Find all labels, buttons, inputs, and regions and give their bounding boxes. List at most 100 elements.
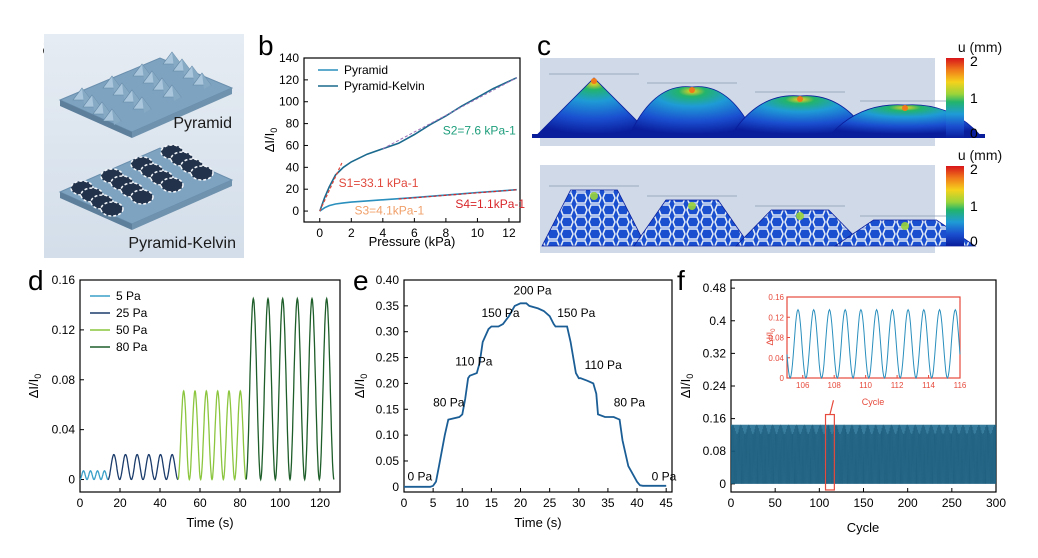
f-inset-ytick-label: 0.04 [768, 354, 784, 363]
b-xtick-label: 2 [348, 226, 355, 240]
pyramid-bump-shade [112, 109, 121, 125]
pyramid-stress-hotspot [591, 78, 597, 84]
e-pressure-label: 150 Pa [481, 306, 519, 320]
pyramid-stress-hotspot [797, 96, 803, 102]
kelvin-stress-hotspot [901, 222, 909, 230]
f-ytick-label: 0.48 [703, 281, 727, 295]
e-pressure-label: 80 Pa [433, 396, 465, 410]
f-ytick-label: 0.16 [703, 412, 727, 426]
pyramid-bumps [72, 51, 212, 125]
chart-f: 0 50 100 150 200 250 300 0 0.08 0.16 0.24 0.32 0.4 0.… [678, 279, 1006, 535]
f-inset-ytick-label: 0.08 [768, 334, 784, 343]
kelvin-bump [100, 201, 124, 217]
kelvin-stress-hotspot [688, 202, 696, 210]
b-xtick-label: 12 [502, 226, 516, 240]
pyramid-base-plate [624, 134, 760, 138]
f-ytick-label: 0.32 [703, 346, 727, 360]
kelvin-deformed-lattice [735, 209, 865, 247]
d-ytick-label: 0 [68, 473, 75, 487]
f-xtick-label: 50 [768, 496, 782, 510]
d-y-axis-label: ΔI/I0 [26, 374, 43, 399]
b-annotation-2: S1=33.1 kPa-1 [339, 176, 419, 190]
b-series-line-pyramid-kelvin [319, 76, 518, 212]
colorbar-top-tick-2: 2 [970, 53, 978, 69]
b-ytick-label: 60 [286, 138, 300, 152]
f-inset-xtick-label: 112 [891, 381, 904, 390]
d-xtick-label: 100 [270, 496, 290, 510]
b-legend-label: Pyramid [344, 63, 388, 77]
b-xtick-label: 6 [411, 226, 418, 240]
b-ytick-label: 100 [279, 95, 299, 109]
colorbar-top-tick-1: 1 [970, 90, 978, 106]
b-annotation-3: S3=4.1kPa-1 [354, 203, 424, 217]
e-ytick-label: 0 [392, 480, 399, 494]
pyramid-array-illustration [58, 51, 234, 138]
colorbar-top-tick-0: 0 [970, 125, 978, 141]
f-xtick-label: 100 [809, 496, 829, 510]
d-xtick-label: 40 [153, 496, 167, 510]
e-xtick-label: 20 [514, 496, 528, 510]
e-ytick-label: 0.40 [376, 273, 400, 287]
f-series-line [730, 424, 997, 484]
f-inset-xtick-label: 108 [828, 381, 842, 390]
d-ytick-label: 0.16 [52, 273, 76, 287]
b-ytick-label: 40 [286, 160, 300, 174]
kelvin-deformation-frames [541, 185, 977, 247]
d-series-line-2 [107, 453, 179, 481]
pyramid-kelvin-label: Pyramid-Kelvin [128, 235, 236, 252]
f-inset-xtick-label: 106 [796, 381, 810, 390]
colorbar-bottom-tick-1: 1 [970, 198, 978, 214]
e-series-line [404, 302, 667, 488]
pyramid-bump-shade [202, 73, 211, 89]
kelvin-bump [190, 165, 214, 181]
colorbar-title-top: u (mm) [958, 39, 1002, 55]
d-plot-frame [79, 279, 341, 493]
e-x-axis-label: Time (s) [514, 515, 561, 530]
colorbar-bottom-tick-0: 0 [970, 233, 978, 249]
b-ytick-label: 120 [279, 73, 299, 87]
f-inset-ytick-label: 0.12 [768, 313, 784, 322]
f-xtick-label: 0 [728, 496, 735, 510]
d-xtick-label: 120 [310, 496, 330, 510]
b-xtick-label: 4 [379, 226, 386, 240]
e-pressure-label: 110 Pa [585, 358, 622, 372]
b-fit-s2 [382, 77, 518, 150]
f-inset-x-axis-label: Cycle [862, 397, 885, 407]
b-ytick-label: 80 [286, 117, 300, 131]
d-x-axis-label: Time (s) [186, 515, 233, 530]
d-xtick-label: 60 [193, 496, 207, 510]
e-pressure-label: 0 Pa [652, 470, 677, 484]
f-inset-ytick-label: 0 [780, 374, 785, 383]
pyramid-deformed-shape [629, 86, 755, 135]
f-xtick-label: 200 [898, 496, 918, 510]
e-xtick-label: 5 [430, 496, 437, 510]
e-plot-frame [403, 279, 673, 493]
e-xtick-label: 10 [456, 496, 470, 510]
e-xtick-label: 15 [485, 496, 499, 510]
f-y-axis-label: ΔI/I0 [678, 374, 695, 399]
b-xtick-label: 10 [471, 226, 485, 240]
colorbar-title-bottom: u (mm) [958, 147, 1002, 163]
panel-a-illustration: Pyramid Pyramid-Kelvin [44, 34, 244, 258]
f-x-axis-label: Cycle [847, 520, 880, 535]
colorbar-top [946, 58, 964, 138]
b-xtick-label: 0 [316, 226, 323, 240]
e-pressure-label: 80 Pa [614, 396, 646, 410]
e-xtick-label: 40 [630, 496, 644, 510]
kelvin-deformed-lattice [633, 199, 751, 247]
e-pressure-label: 110 Pa [455, 354, 492, 368]
panel-label-b: b [258, 30, 274, 61]
f-highlight-arrow [829, 400, 835, 415]
pyramid-deformation-frames [532, 73, 985, 138]
d-legend-label: 5 Pa [116, 289, 141, 303]
kelvin-stress-hotspot [796, 212, 804, 220]
pyramid-kelvin-array-illustration [58, 144, 234, 230]
d-ytick-label: 0.08 [52, 373, 76, 387]
kelvin-deformed-lattice [541, 189, 647, 247]
panel-label-e: e [353, 265, 369, 296]
f-ytick-label: 0 [719, 477, 726, 491]
panel-c-simulation: u (mm) 2 1 0 u (mm) 2 1 0 [532, 39, 1002, 253]
colorbar-bottom-tick-2: 2 [970, 161, 978, 177]
pyramid-bump-shade [142, 97, 151, 113]
